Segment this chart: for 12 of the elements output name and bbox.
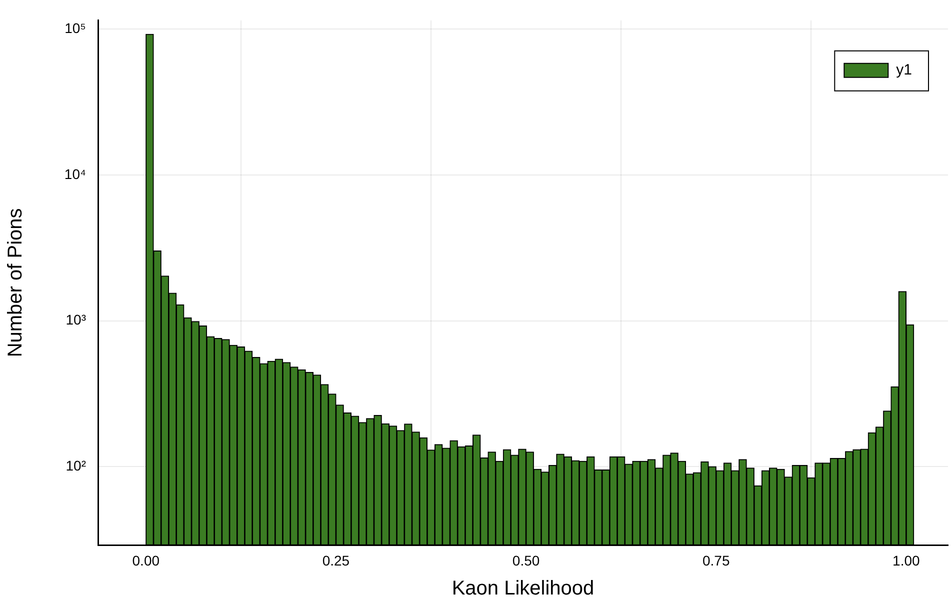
y-tick-label: 10⁴ — [64, 166, 86, 182]
y-tick-label: 10⁵ — [64, 20, 86, 36]
y-axis-title: Number of Pions — [4, 208, 27, 358]
y-tick-label: 10³ — [66, 312, 86, 328]
x-tick-label: 1.00 — [892, 552, 920, 568]
y-tick-label: 10² — [66, 457, 86, 474]
legend-label: y1 — [896, 62, 912, 79]
x-tick-label: 0.00 — [132, 552, 160, 568]
x-tick-label: 0.75 — [702, 552, 730, 568]
x-tick-label: 0.50 — [512, 552, 540, 568]
x-axis-title: Kaon Likelihood — [452, 578, 594, 600]
x-tick-label: 0.25 — [322, 552, 350, 568]
